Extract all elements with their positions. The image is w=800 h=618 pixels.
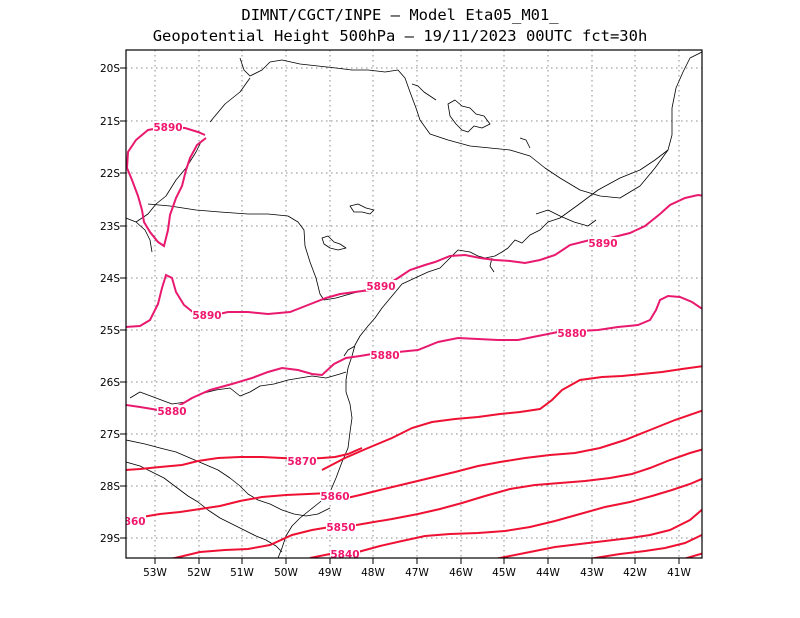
contour-5860 (126, 491, 343, 521)
coastline-and-borders (126, 51, 702, 558)
lon-label: 48W (361, 567, 385, 579)
lon-label: 44W (536, 567, 560, 579)
lon-label: 50W (274, 567, 298, 579)
sp-mg-border (209, 77, 251, 123)
lon-label: 51W (230, 567, 254, 579)
lon-label: 46W (449, 567, 473, 579)
lat-label: 27S (100, 429, 120, 441)
lat-label: 28S (100, 481, 120, 493)
contour-5850-east (357, 477, 702, 553)
contour-5870-east (337, 409, 702, 501)
map-frame (125, 49, 703, 559)
contour-label: 5890 (588, 238, 617, 250)
lat-label: 20S (100, 63, 120, 75)
lon-labels: 53W 52W 51W 50W 49W 48W 47W 46W 45W 44W … (143, 567, 691, 579)
map-title-line1: DIMNT/CGCT/INPE – Model Eta05_M01_ (241, 6, 559, 24)
grid-lines (126, 50, 702, 558)
contour-label: 5860 (320, 491, 349, 503)
lon-label: 45W (492, 567, 516, 579)
lat-label: 21S (100, 116, 120, 128)
lat-label: 22S (100, 168, 120, 180)
lat-labels: 20S 21S 22S 23S 24S 25S 26S 27S 28S 29S (100, 63, 120, 545)
contour-5820-east (683, 552, 702, 558)
parana-ms-border (147, 203, 366, 301)
contour-label-group: 5890 5890 5890 5890 5880 5880 5880 5870 … (116, 121, 618, 561)
axis-ticks (120, 67, 680, 564)
lat-label: 25S (100, 325, 120, 337)
contour-5890-loop (126, 125, 207, 248)
lake-detail (411, 83, 437, 101)
contour-5850 (168, 525, 346, 558)
contour-5880-east (321, 365, 702, 471)
lat-label: 26S (100, 377, 120, 389)
coast-detail-2 (343, 345, 356, 357)
reservoir-2 (349, 203, 375, 215)
lon-label: 49W (318, 567, 342, 579)
contour-5830-east (588, 533, 702, 558)
lat-label: 23S (100, 221, 120, 233)
map-title-line2: Geopotential Height 500hPa – 19/11/2023 … (152, 27, 648, 45)
contour-label: 5880 (157, 406, 186, 418)
lat-label: 29S (100, 533, 120, 545)
contour-label: 5890 (366, 281, 395, 293)
lon-label: 47W (405, 567, 429, 579)
contour-5860-east (344, 448, 702, 528)
contour-label: 5850 (326, 522, 355, 534)
contour-label: 5870 (287, 456, 316, 468)
lake-detail-2 (519, 137, 531, 149)
contour-label: 5840 (330, 549, 359, 561)
lon-label: 53W (143, 567, 167, 579)
reservoir-3 (321, 235, 347, 251)
lon-label: 52W (187, 567, 211, 579)
lat-label: 24S (100, 273, 120, 285)
reservoir-1 (447, 99, 491, 133)
contour-label: 5860 (116, 516, 145, 528)
pr-sc-border (129, 371, 347, 405)
rj-mg-border (535, 209, 597, 227)
lon-label: 41W (667, 567, 691, 579)
contour-label: 5890 (153, 122, 182, 134)
minas-border (239, 57, 669, 199)
contour-5870 (126, 447, 363, 471)
coast-detail-1 (489, 257, 495, 273)
argentina-border (126, 461, 283, 553)
contour-5880-main (126, 294, 702, 411)
contour-5890-main (126, 193, 702, 328)
contour-label: 5880 (370, 350, 399, 362)
rio-parana-border (135, 139, 203, 223)
contour-5840-east (494, 508, 702, 558)
lon-label: 43W (580, 567, 604, 579)
contours-red (126, 365, 702, 558)
contour-label: 5890 (192, 310, 221, 322)
contour-label: 5880 (557, 328, 586, 340)
atlantic-coastline (277, 51, 702, 558)
lon-label: 42W (623, 567, 647, 579)
paraguay-border (126, 217, 153, 253)
sc-rs-border (126, 439, 331, 517)
contours-5890 (126, 125, 702, 411)
